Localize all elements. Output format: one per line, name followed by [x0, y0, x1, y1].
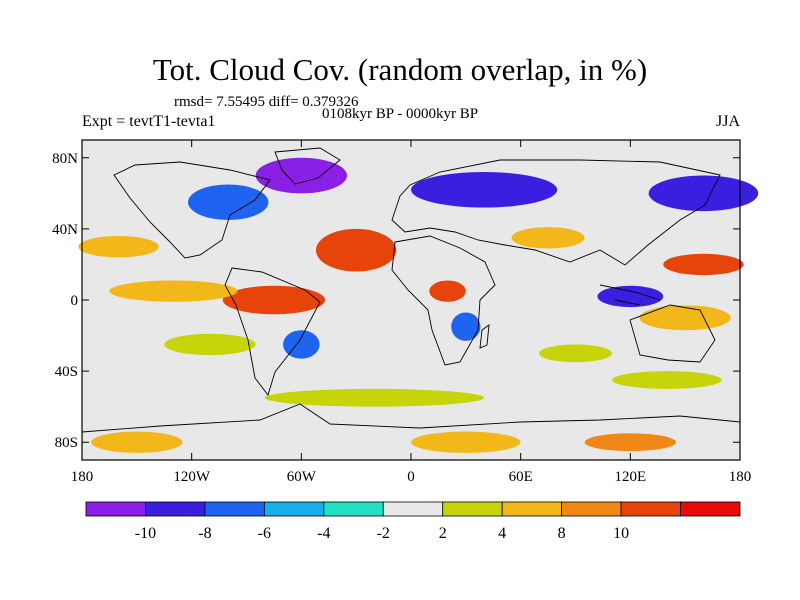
field-region-3 — [78, 236, 159, 258]
colorbar-swatch — [620, 501, 681, 517]
x-tick-label: 0 — [407, 469, 415, 485]
season-label: JJA — [715, 113, 740, 130]
colorbar-label: -10 — [135, 525, 156, 542]
field-region-15 — [91, 431, 183, 453]
colorbar-label: 10 — [613, 525, 629, 542]
colorbar-label: -2 — [377, 525, 390, 542]
field-region-5 — [663, 253, 744, 276]
colorbar-label: -8 — [198, 525, 211, 542]
field-region-14 — [451, 312, 481, 341]
colorbar-label: -6 — [258, 525, 271, 542]
x-tick-label: 180 — [729, 469, 752, 485]
colorbar-label: 4 — [498, 525, 506, 542]
colorbar-swatch — [680, 501, 741, 517]
field-region-0 — [315, 228, 397, 272]
colorbar-swatch — [204, 501, 265, 517]
field-region-20 — [164, 333, 256, 356]
field-region-11 — [411, 172, 558, 208]
field-region-9 — [648, 175, 759, 212]
chart-title: Tot. Cloud Cov. (random overlap, in %) — [152, 52, 648, 87]
colorbar-swatch — [501, 501, 563, 517]
field-region-19 — [612, 371, 722, 389]
field-region-2 — [109, 280, 238, 302]
colorbar-swatch — [382, 501, 444, 517]
period-label: 0108kyr BP - 0000kyr BP — [322, 106, 479, 122]
field-region-13 — [283, 330, 320, 359]
x-tick-label: 120E — [614, 469, 646, 485]
field-region-18 — [264, 388, 485, 407]
colorbar-swatch — [145, 501, 206, 517]
colorbar-swatch — [263, 501, 325, 517]
x-tick-label: 180 — [71, 469, 94, 485]
y-tick-label: 80N — [52, 151, 78, 167]
field-region-6 — [511, 227, 585, 249]
continent-outlines — [81, 147, 741, 433]
field-region-12 — [188, 184, 269, 221]
colorbar-label: 2 — [439, 525, 447, 542]
field-region-1 — [222, 285, 326, 315]
field-region-21 — [538, 344, 613, 363]
x-tick-label: 60W — [287, 469, 317, 485]
colorbar-label: -4 — [317, 525, 330, 542]
colorbar-swatch — [85, 501, 146, 517]
field-region-17 — [584, 433, 677, 452]
stats-label: rmsd= 7.55495 diff= 0.379326 — [174, 94, 359, 110]
y-tick-label: 80S — [55, 435, 78, 451]
y-tick-label: 40S — [55, 364, 78, 380]
field-region-4 — [429, 280, 466, 302]
x-tick-label: 60E — [509, 469, 533, 485]
colorbar-swatch — [442, 501, 503, 517]
colorbar-swatch — [323, 501, 384, 517]
colorbar-label: 8 — [558, 525, 566, 542]
field-region-16 — [411, 431, 521, 453]
x-tick-label: 120W — [173, 469, 211, 485]
y-tick-label: 0 — [71, 293, 79, 309]
colorbar-swatch — [561, 501, 622, 517]
experiment-label: Expt = tevtT1-tevta1 — [82, 113, 216, 130]
field-region-10 — [255, 157, 348, 194]
field-region-8 — [597, 285, 664, 308]
field-region-7 — [639, 305, 731, 331]
y-tick-label: 40N — [52, 222, 78, 238]
